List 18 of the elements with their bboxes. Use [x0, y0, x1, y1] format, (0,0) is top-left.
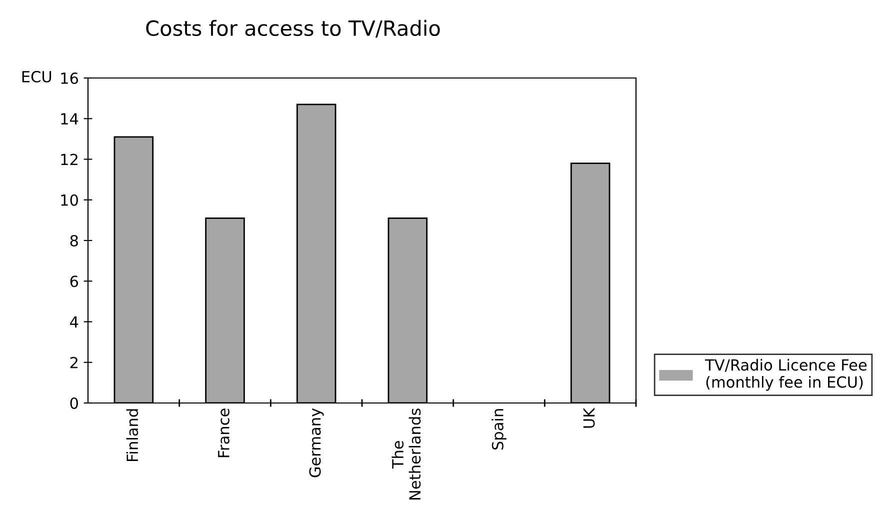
- y-axis-title: ECU: [22, 70, 52, 82]
- y-tick-label: 8: [70, 234, 78, 247]
- legend-label: TV/Radio Licence Fee (monthly fee in ECU): [704, 358, 867, 391]
- y-tick-label: 4: [70, 316, 78, 328]
- chart-title: Costs for access to TV/Radio: [146, 20, 440, 38]
- y-tick-label: 2: [70, 356, 78, 368]
- y-tick-label: 12: [61, 154, 78, 166]
- x-tick-label: Spain: [492, 409, 506, 450]
- y-tick-label: 14: [61, 113, 78, 124]
- x-tick-label: Germany: [309, 408, 324, 478]
- x-tick-label: Finland: [126, 409, 138, 461]
- y-tick-label: 0: [70, 397, 78, 410]
- y-tick-label: 6: [70, 276, 78, 288]
- x-tick-label: France: [218, 408, 230, 458]
- x-tick-label: The Netherlands: [392, 408, 421, 500]
- x-tick-label: UK: [583, 408, 595, 428]
- y-tick-label: 10: [61, 194, 78, 206]
- y-tick-label: 16: [61, 72, 78, 84]
